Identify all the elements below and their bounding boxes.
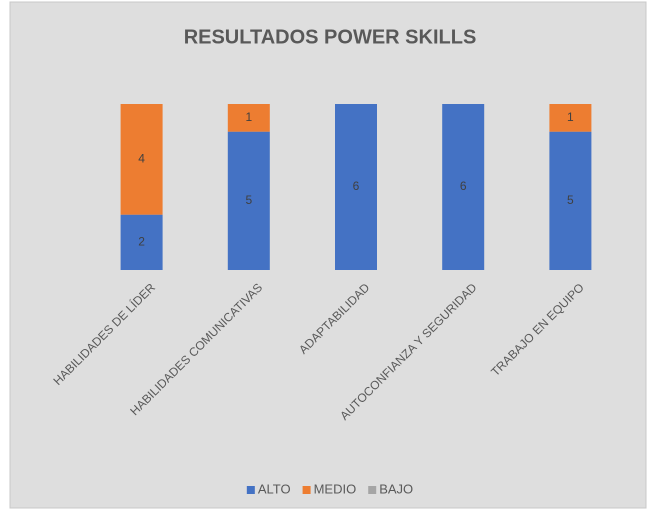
bar-segment: [549, 104, 592, 132]
chart-area: [9, 1, 647, 509]
bar-segment: [442, 104, 485, 270]
legend-swatch: [246, 486, 255, 494]
legend-label: MEDIO: [314, 481, 357, 496]
legend-swatch: [368, 486, 377, 494]
data-label: 6: [460, 179, 467, 193]
bar-segment: [120, 104, 163, 215]
bar-segment: [549, 131, 592, 270]
bar-segment: [120, 214, 163, 270]
data-label: 2: [138, 235, 145, 249]
data-label: 1: [567, 110, 574, 124]
data-label: 5: [245, 193, 252, 207]
data-label: 1: [245, 110, 252, 124]
data-label: 6: [353, 179, 360, 193]
bar-segment: [227, 104, 270, 132]
chart-title: RESULTADOS POWER SKILLS: [184, 26, 477, 48]
bar-segment: [227, 131, 270, 270]
bar-segment: [335, 104, 377, 270]
legend-label: ALTO: [258, 481, 291, 496]
legend-swatch: [302, 486, 311, 494]
legend-label: BAJO: [379, 481, 413, 496]
data-label: 4: [138, 152, 145, 166]
data-label: 5: [567, 193, 574, 207]
